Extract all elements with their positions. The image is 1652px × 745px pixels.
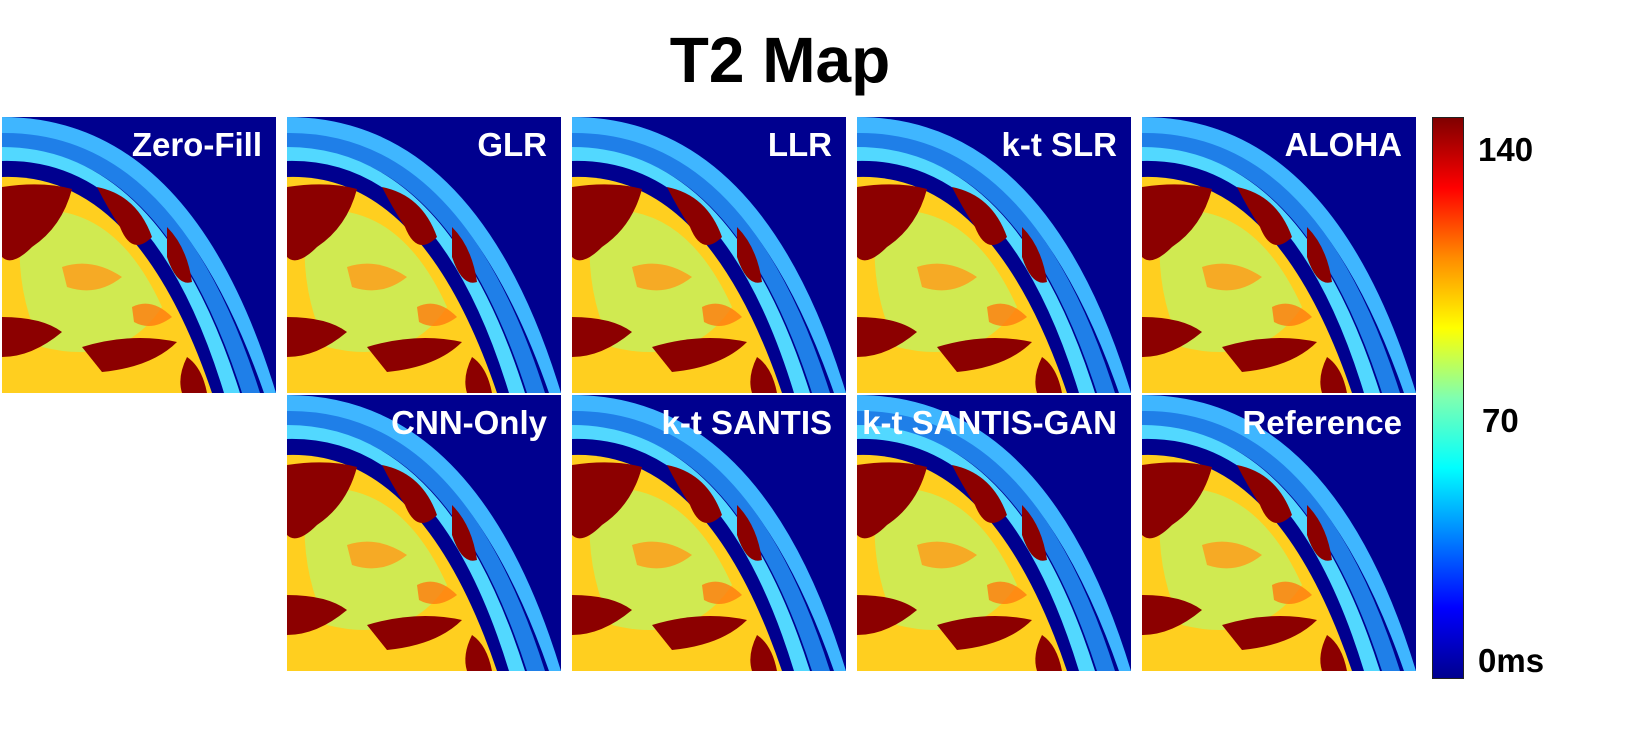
brain-map-image (572, 117, 846, 393)
brain-map-image (287, 395, 561, 671)
panel-k-t-santis: k-t SANTIS (572, 395, 846, 671)
panel-label: Zero-Fill (131, 126, 262, 163)
panel-llr: LLR (572, 117, 846, 393)
colorbar-tick-mid: 70 (1482, 402, 1519, 439)
panel-label: Reference (1242, 404, 1402, 441)
colorbar (1432, 117, 1464, 679)
panel-zero-fill: Zero-Fill (2, 117, 276, 393)
brain-map-image (2, 117, 276, 393)
colorbar-tick-min: 0ms (1478, 642, 1545, 679)
panel-label: k-t SLR (1001, 126, 1118, 163)
figure-title: T2 Map (669, 24, 891, 96)
panel-cnn-only: CNN-Only (287, 395, 561, 671)
panel-label: CNN-Only (391, 404, 547, 441)
panel-label: k-t SANTIS (661, 404, 832, 441)
panel-glr: GLR (287, 117, 561, 393)
panel-label: GLR (477, 126, 547, 163)
colorbar-tick-max: 140 (1478, 131, 1534, 168)
brain-map-image (287, 117, 561, 393)
panel-k-t-santis-gan: k-t SANTIS-GAN (857, 395, 1131, 671)
brain-map-image (857, 117, 1131, 393)
brain-map-image (857, 395, 1131, 671)
brain-map-image (1142, 395, 1416, 671)
panel-reference: Reference (1142, 395, 1416, 671)
brain-map-image (572, 395, 846, 671)
panel-label: ALOHA (1284, 126, 1402, 163)
panel-label: k-t SANTIS-GAN (862, 404, 1117, 441)
panel-aloha: ALOHA (1142, 117, 1416, 393)
brain-map-image (1142, 117, 1416, 393)
panel-label: LLR (767, 126, 832, 163)
panel-k-t-slr: k-t SLR (857, 117, 1131, 393)
